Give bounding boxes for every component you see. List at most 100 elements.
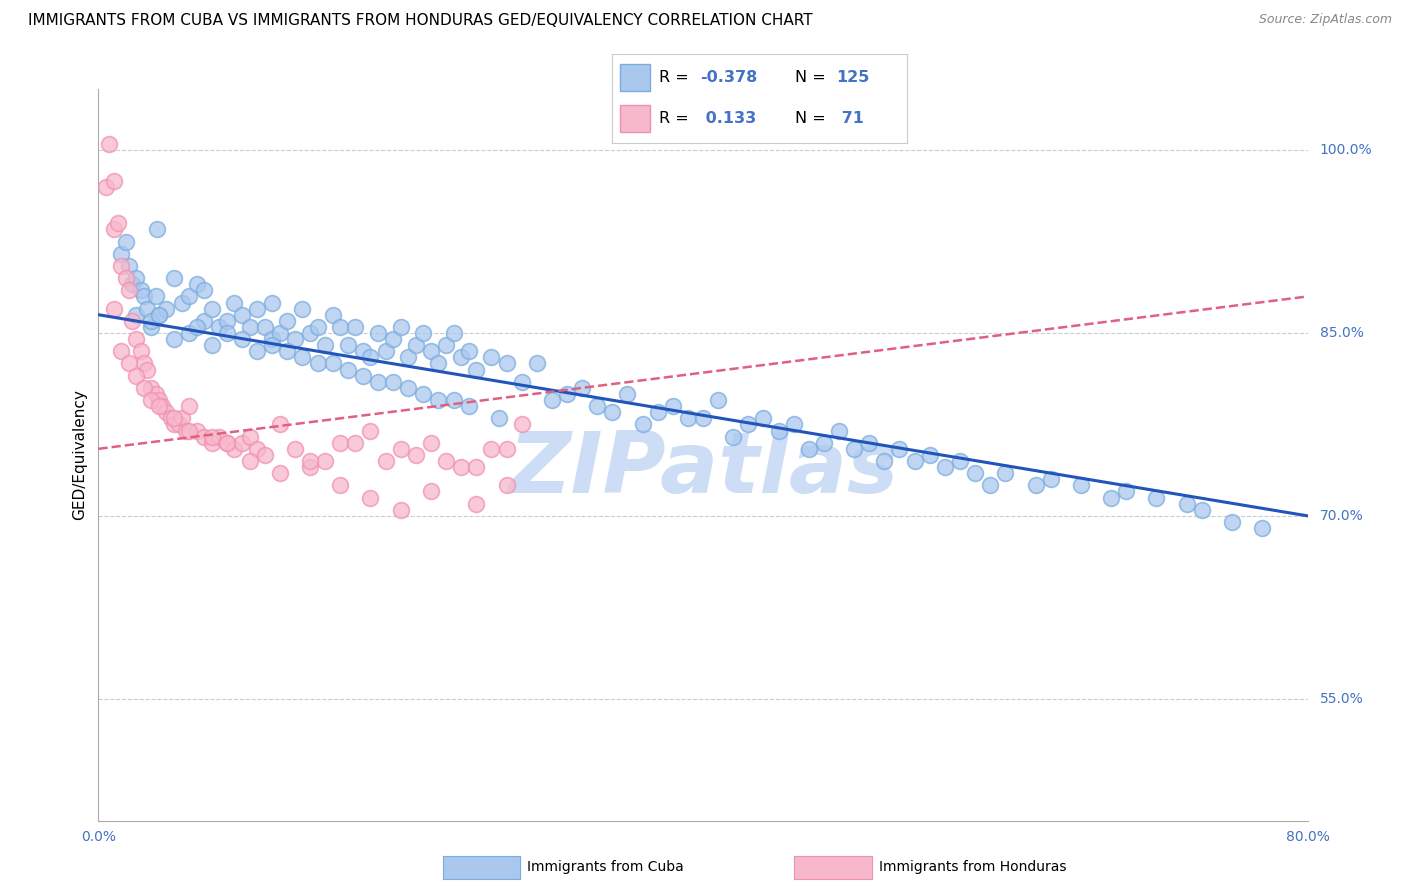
- Point: [752, 411, 775, 425]
- Point: [291, 351, 314, 365]
- Point: [148, 308, 170, 322]
- Point: [495, 478, 517, 492]
- Point: [193, 284, 215, 298]
- Bar: [620, 64, 650, 91]
- Point: [1144, 491, 1167, 505]
- Point: [396, 381, 419, 395]
- Point: [145, 289, 167, 303]
- Point: [132, 289, 155, 303]
- Text: IMMIGRANTS FROM CUBA VS IMMIGRANTS FROM HONDURAS GED/EQUIVALENCY CORRELATION CHA: IMMIGRANTS FROM CUBA VS IMMIGRANTS FROM …: [28, 13, 813, 29]
- Point: [276, 344, 298, 359]
- Point: [979, 478, 1001, 492]
- Text: N =: N =: [794, 70, 831, 85]
- Point: [374, 454, 396, 468]
- Point: [465, 362, 488, 376]
- Point: [405, 448, 427, 462]
- Text: Immigrants from Cuba: Immigrants from Cuba: [527, 860, 683, 874]
- Point: [155, 405, 177, 419]
- Text: 85.0%: 85.0%: [1320, 326, 1364, 340]
- Point: [329, 478, 352, 492]
- Point: [269, 466, 291, 480]
- Point: [360, 424, 382, 438]
- Point: [360, 351, 382, 365]
- Point: [382, 375, 405, 389]
- Point: [118, 259, 141, 273]
- Point: [141, 320, 163, 334]
- Point: [262, 338, 284, 352]
- Point: [215, 314, 238, 328]
- Point: [163, 411, 186, 425]
- Text: 125: 125: [837, 70, 869, 85]
- Point: [307, 320, 329, 334]
- Text: R =: R =: [659, 112, 693, 126]
- Point: [540, 392, 562, 407]
- Point: [661, 399, 683, 413]
- Text: 100.0%: 100.0%: [1320, 143, 1372, 157]
- Point: [186, 424, 208, 438]
- Point: [314, 454, 336, 468]
- Point: [179, 289, 201, 303]
- Point: [889, 442, 911, 456]
- Point: [434, 338, 457, 352]
- Point: [322, 356, 344, 371]
- Point: [246, 344, 269, 359]
- Point: [103, 301, 125, 316]
- Point: [360, 491, 382, 505]
- Point: [322, 308, 344, 322]
- Point: [118, 284, 141, 298]
- Point: [526, 356, 548, 371]
- Point: [110, 259, 132, 273]
- Point: [495, 356, 517, 371]
- Point: [269, 417, 291, 432]
- Point: [495, 442, 517, 456]
- Point: [1070, 478, 1092, 492]
- Point: [246, 442, 269, 456]
- Point: [457, 399, 479, 413]
- Point: [329, 320, 352, 334]
- Point: [98, 137, 121, 152]
- Point: [586, 399, 609, 413]
- Point: [121, 277, 143, 292]
- Point: [510, 417, 533, 432]
- Point: [692, 411, 714, 425]
- Point: [148, 392, 170, 407]
- Point: [253, 448, 276, 462]
- Point: [676, 411, 699, 425]
- Point: [167, 417, 190, 432]
- Point: [918, 448, 941, 462]
- Point: [132, 381, 155, 395]
- Point: [481, 442, 503, 456]
- Point: [135, 301, 157, 316]
- Point: [344, 435, 367, 450]
- Point: [1251, 521, 1274, 535]
- Point: [420, 484, 443, 499]
- Bar: [620, 105, 650, 132]
- Point: [412, 326, 434, 340]
- Point: [129, 284, 152, 298]
- Point: [193, 430, 215, 444]
- Point: [427, 392, 450, 407]
- Point: [170, 295, 193, 310]
- Text: 70.0%: 70.0%: [1320, 508, 1364, 523]
- Point: [125, 271, 148, 285]
- Point: [555, 387, 578, 401]
- Point: [737, 417, 759, 432]
- Point: [276, 314, 298, 328]
- Point: [231, 332, 253, 346]
- Text: 55.0%: 55.0%: [1320, 691, 1364, 706]
- Point: [450, 351, 472, 365]
- Text: 0.133: 0.133: [700, 112, 756, 126]
- Point: [141, 392, 163, 407]
- Point: [114, 235, 136, 249]
- Point: [443, 326, 465, 340]
- Text: R =: R =: [659, 70, 693, 85]
- Point: [828, 424, 851, 438]
- Point: [201, 301, 224, 316]
- Point: [858, 435, 880, 450]
- Text: ZIPatlas: ZIPatlas: [508, 428, 898, 511]
- Text: Immigrants from Honduras: Immigrants from Honduras: [879, 860, 1066, 874]
- Point: [412, 387, 434, 401]
- Point: [571, 381, 593, 395]
- Point: [125, 308, 148, 322]
- Point: [163, 332, 186, 346]
